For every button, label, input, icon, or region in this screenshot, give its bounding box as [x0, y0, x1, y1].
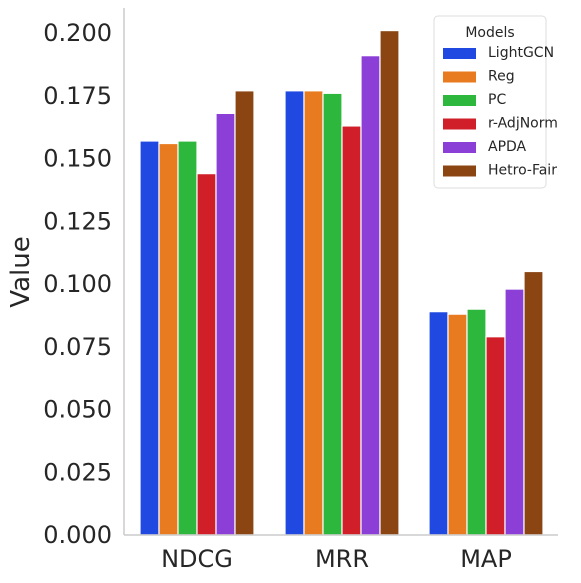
legend-swatch	[443, 95, 476, 106]
bar-hetro-fair-map	[523, 270, 544, 536]
x-tick-label: NDCG	[161, 545, 233, 573]
y-tick-label: 0.100	[43, 270, 112, 298]
y-tick-label: 0.125	[43, 207, 112, 235]
legend-label: Hetro-Fair	[488, 163, 557, 179]
bar-apda-mrr	[360, 55, 381, 536]
bar-lightgcn-mrr	[284, 90, 305, 536]
bar-reg-mrr	[303, 90, 324, 536]
y-tick-labels: 0.000 0.025 0.050 0.075 0.100 0.125 0.150 0.175…	[43, 19, 112, 549]
y-tick-label: 0.200	[43, 19, 112, 47]
bar-r-adjnorm-mrr	[341, 125, 362, 536]
x-tick-label: MRR	[315, 545, 369, 573]
y-axis-title: Value	[6, 236, 36, 307]
bar-r-adjnorm-map	[485, 336, 506, 536]
bar-apda-ndcg	[215, 112, 236, 536]
legend-label: PC	[488, 92, 506, 108]
x-tick-labels: NDCG MRR MAP	[161, 545, 512, 573]
y-tick-label: 0.150	[43, 145, 112, 173]
x-tick-label: MAP	[460, 545, 512, 573]
bars-layer	[139, 29, 544, 536]
bar-reg-ndcg	[158, 142, 179, 536]
y-tick-label: 0.025	[43, 458, 112, 486]
legend-swatch	[443, 48, 476, 59]
y-tick-label: 0.175	[43, 82, 112, 110]
legend-label: r-AdjNorm	[488, 116, 558, 132]
axes-layer	[123, 8, 558, 536]
bar-hetro-fair-mrr	[379, 29, 400, 536]
y-tick-label: 0.050	[43, 396, 112, 424]
legend: Models LightGCN Reg PC r-AdjNorm APDA Hetro-F…	[433, 15, 558, 189]
bar-lightgcn-ndcg	[139, 140, 160, 536]
bar-pc-mrr	[322, 92, 343, 536]
bar-hetro-fair-ndcg	[234, 90, 255, 536]
bar-apda-map	[504, 288, 525, 536]
bar-lightgcn-map	[428, 311, 449, 536]
legend-swatch	[443, 165, 476, 177]
legend-swatch	[443, 142, 476, 153]
legend-label: LightGCN	[488, 45, 554, 61]
legend-label: Reg	[488, 69, 515, 85]
bar-reg-map	[447, 313, 468, 536]
legend-swatch	[443, 71, 476, 83]
legend-title: Models	[465, 25, 514, 41]
legend-swatch	[443, 118, 476, 130]
bar-pc-ndcg	[177, 140, 198, 536]
y-tick-label: 0.075	[43, 333, 112, 361]
bar-r-adjnorm-ndcg	[196, 173, 217, 536]
bar-pc-map	[466, 308, 487, 536]
y-tick-label: 0.000	[43, 521, 112, 549]
legend-label: APDA	[488, 139, 527, 155]
